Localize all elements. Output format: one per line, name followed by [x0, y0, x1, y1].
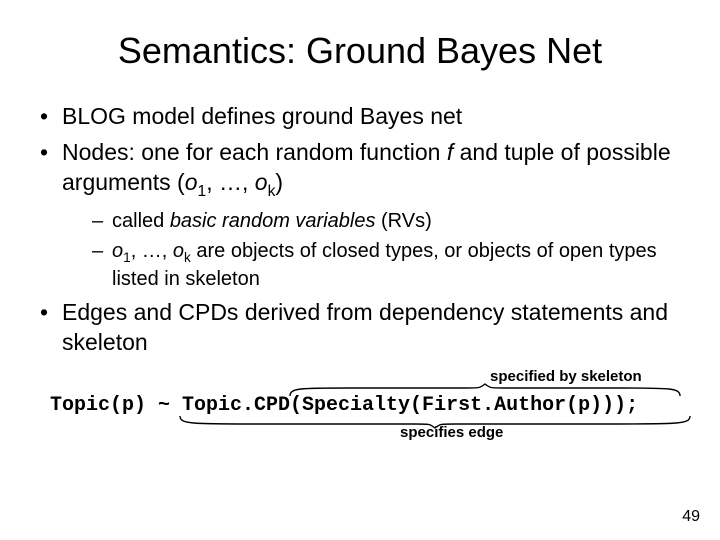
b2s1-a: called — [112, 210, 170, 232]
bullet-list: BLOG model defines ground Bayes net Node… — [40, 102, 680, 358]
bullet-2-text-c: , …, — [206, 169, 255, 195]
bullet-3: Edges and CPDs derived from dependency s… — [40, 298, 680, 358]
b2s2-ok: o — [173, 240, 184, 262]
b2s2-sk: k — [184, 250, 191, 265]
page-number: 49 — [682, 508, 700, 526]
bullet-2-sub-1: called basic random variables (RVs) — [92, 208, 680, 234]
b2s1-b: basic random variables — [170, 210, 376, 232]
brace-bottom-icon — [180, 414, 690, 428]
b2s2-o1: o — [112, 240, 123, 262]
bullet-2: Nodes: one for each random function f an… — [40, 138, 680, 292]
bullet-2-sublist: called basic random variables (RVs) o1, … — [92, 208, 680, 293]
b2s2-s1: 1 — [123, 250, 131, 265]
bullet-2-text-a: Nodes: one for each random function — [62, 139, 447, 165]
bullet-2-sk: k — [268, 183, 276, 200]
bullet-2-sub-2: o1, …, ok are objects of closed types, o… — [92, 238, 680, 293]
slide-title: Semantics: Ground Bayes Net — [40, 30, 680, 72]
bullet-2-o1: o — [185, 169, 198, 195]
b2s2-b: are objects of closed types, or objects … — [112, 240, 657, 291]
bullet-2-ok: o — [255, 169, 268, 195]
b2s2-a: , …, — [131, 240, 173, 262]
annot-top-label: specified by skeleton — [490, 368, 642, 385]
brace-top-icon — [290, 384, 680, 398]
bullet-1: BLOG model defines ground Bayes net — [40, 102, 680, 132]
code-line: Topic(p) ~ Topic.CPD(Specialty(First.Aut… — [50, 394, 680, 417]
b2s1-c: (RVs) — [375, 210, 431, 232]
bullet-2-text-d: ) — [275, 169, 283, 195]
bullet-2-s1: 1 — [198, 183, 207, 200]
